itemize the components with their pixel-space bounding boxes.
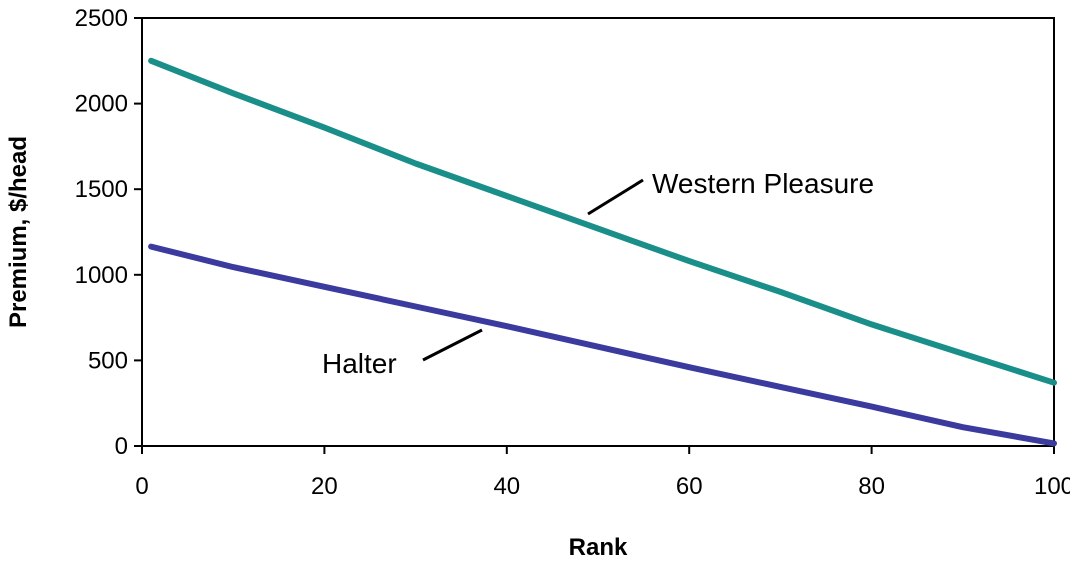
x-axis-ticks: 0 20 40 60 80 100 xyxy=(135,446,1070,500)
x-tick-label: 80 xyxy=(858,473,885,500)
y-axis-ticks: 0 500 1000 1500 2000 2500 xyxy=(75,5,142,460)
series-lines xyxy=(148,57,1057,447)
x-tick-label: 20 xyxy=(311,473,338,500)
y-tick-label: 2500 xyxy=(75,5,128,32)
x-tick-label: 60 xyxy=(676,473,703,500)
series-line-western-pleasure xyxy=(148,57,1057,386)
x-tick-label: 100 xyxy=(1034,473,1070,500)
western-pleasure-pointer xyxy=(587,178,644,216)
x-axis-title: Rank xyxy=(569,534,628,561)
plot-area xyxy=(141,17,1055,447)
y-tick-label: 1500 xyxy=(75,176,128,203)
y-axis-title: Premium, $/head xyxy=(5,136,32,328)
halter-pointer xyxy=(422,328,483,362)
halter-label: Halter xyxy=(322,348,397,379)
y-tick-label: 500 xyxy=(88,347,128,374)
y-tick-label: 1000 xyxy=(75,262,128,289)
y-tick-label: 0 xyxy=(115,433,128,460)
series-line-halter xyxy=(148,243,1057,447)
x-tick-label: 0 xyxy=(135,473,148,500)
x-tick-label: 40 xyxy=(493,473,520,500)
western-pleasure-label: Western Pleasure xyxy=(652,168,874,199)
y-tick-label: 2000 xyxy=(75,91,128,118)
